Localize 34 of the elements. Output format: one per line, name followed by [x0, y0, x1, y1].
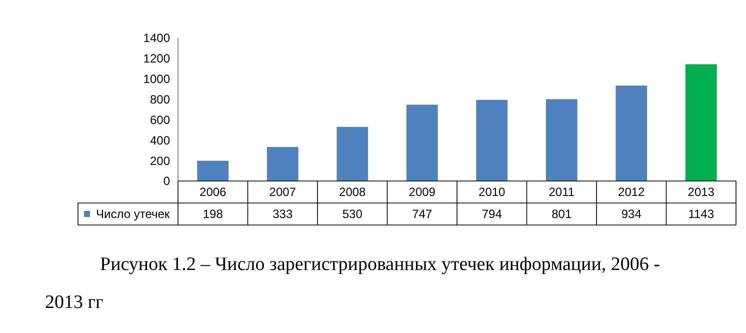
data-label: 530 [342, 207, 363, 222]
y-tick-label: 1200 [143, 52, 170, 66]
x-tick-label: 2008 [339, 185, 366, 200]
data-label: 333 [272, 207, 293, 222]
bar [266, 146, 298, 181]
data-label: 934 [621, 207, 642, 222]
bar [685, 64, 717, 181]
x-tick-label: 2013 [688, 185, 715, 200]
data-label: 1143 [688, 207, 714, 222]
data-label: 794 [482, 207, 502, 222]
y-tick-label: 600 [150, 112, 170, 127]
y-tick-label: 0 [163, 174, 170, 188]
data-label: 747 [412, 207, 432, 222]
y-tick-label: 800 [150, 92, 170, 106]
data-label: 801 [552, 207, 572, 222]
bar [406, 104, 438, 181]
bar [616, 86, 648, 181]
bar [476, 100, 508, 181]
y-tick-label: 1400 [143, 31, 170, 46]
x-tick-label: 2006 [200, 185, 227, 200]
y-tick-label: 400 [150, 133, 170, 148]
y-tick-label: 1000 [143, 72, 170, 86]
data-label: 198 [202, 207, 224, 222]
x-tick-label: 2007 [269, 185, 296, 200]
x-tick-label: 2012 [618, 185, 646, 200]
text: Рисунок 1.2 – Число зарегистрированных утечек информации, 2006 - 2013 гг [44, 253, 661, 315]
bar [546, 99, 578, 181]
legend-label: Число утечек [96, 207, 170, 222]
y-tick-label: 200 [150, 154, 170, 168]
bar [197, 160, 229, 181]
x-tick-label: 2009 [408, 185, 436, 200]
bar [336, 126, 368, 181]
x-tick-label: 2011 [548, 185, 575, 200]
x-tick-label: 2010 [478, 185, 506, 200]
